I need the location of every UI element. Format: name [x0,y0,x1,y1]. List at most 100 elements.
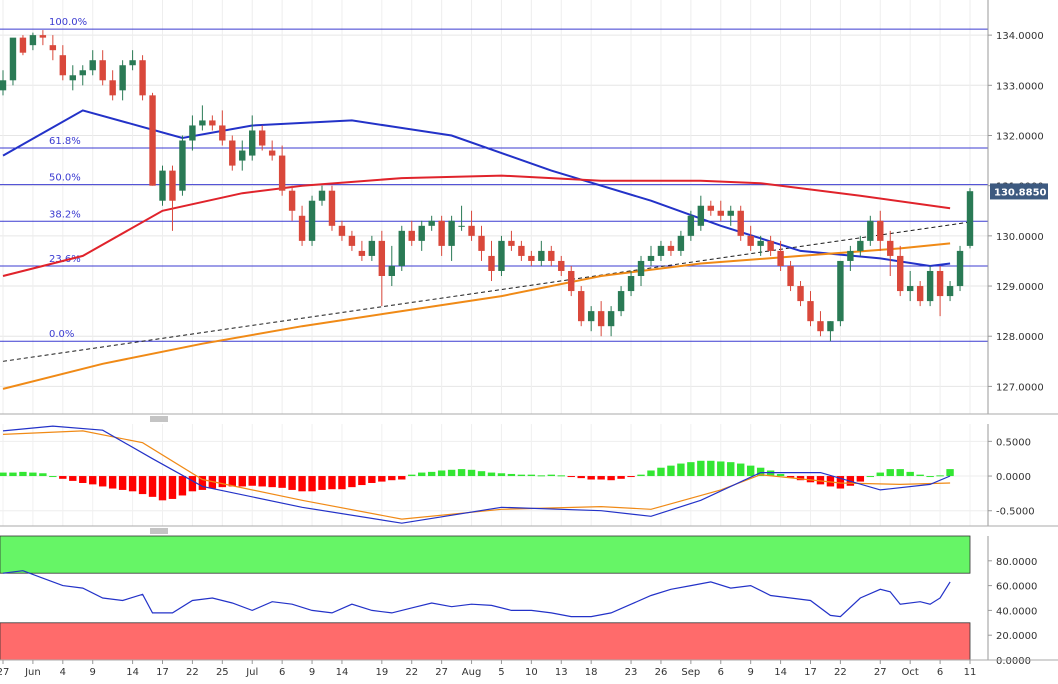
candle-body [298,215,306,241]
macd-histogram-bar [886,469,894,477]
macd-histogram-bar [268,476,276,488]
macd-histogram-bar [786,476,795,478]
candle-body [717,210,724,216]
macd-histogram-bar [487,472,496,477]
candle-body [697,205,705,226]
macd-histogram-bar [597,476,605,480]
candle-body [378,240,386,276]
price-y-tick-label: 129.0000 [996,282,1044,293]
candle-body [219,125,226,141]
x-tick-label: 27 [435,667,448,678]
candle-body [827,321,834,332]
candle-body [59,55,67,76]
macd-histogram-bar [727,462,735,477]
macd-y-tick-label: 0.0000 [996,472,1031,483]
candle-body [438,220,445,246]
macd-histogram-bar [567,476,575,478]
candle-body [239,150,246,161]
macd-histogram-bar [926,476,934,478]
macd-histogram-bar [178,476,187,496]
macd-histogram-bar [368,476,376,483]
macd-histogram-bar [79,476,87,483]
candle-body [637,260,645,276]
macd-histogram-bar [607,476,615,481]
macd-histogram-bar [437,470,446,477]
candle-body [478,235,485,251]
macd-histogram-bar [826,476,835,487]
x-tick-label: 10 [525,667,538,678]
x-tick-label: 22 [834,667,847,678]
candle-body [797,286,804,302]
x-tick-label: 22 [405,667,418,678]
candle-body [837,260,844,322]
candle-body [777,250,784,266]
candle-body [936,270,944,297]
candle-body [129,60,136,66]
candle-body [209,120,216,126]
candle-body [249,130,256,156]
candle-body [966,191,974,246]
macd-histogram-bar [577,476,585,479]
macd-histogram-bar [737,463,745,477]
candle-body [448,220,455,246]
macd-histogram-bar [507,473,516,477]
candle-body [388,265,396,276]
macd-histogram-bar [697,460,705,477]
x-tick-label: 13 [555,667,568,678]
macd-histogram-bar [118,476,127,490]
macd-histogram-bar [98,476,107,487]
candle-body [587,311,595,322]
candle-body [268,150,276,156]
rsi-line [2,570,951,618]
candle-body [358,250,366,256]
macd-histogram-bar [318,476,326,490]
candle-body [617,291,625,312]
macd-histogram-bar [687,462,695,477]
x-tick-label: 5 [498,667,504,678]
candle-body [518,245,525,256]
macd-histogram-bar [816,476,825,485]
candle-body [79,70,86,76]
macd-histogram-bar [836,476,845,489]
macd-histogram-bar [59,476,67,479]
candle-body [707,205,715,211]
macd-histogram-bar [89,476,97,485]
macd-histogram-bar [128,476,137,492]
candle-body [418,225,425,241]
rsi-y-tick-label: 20.0000 [996,631,1037,642]
candle-body [817,321,824,332]
macd-histogram-bar [806,476,815,483]
price-y-tick-label: 130.0000 [996,232,1044,243]
candle-body [308,200,316,241]
macd-histogram-bar [108,476,117,489]
fib-level-label: 0.0% [49,329,74,340]
macd-histogram-bar [348,476,356,488]
candle-body [906,286,914,292]
candle-body [956,250,964,287]
last-price-badge [990,183,1048,200]
x-axis: 27 Jun 4 9 14 17 22 25 Jul 6 9 14 19 22 27 Aug 5 10 13 18 23… [0,660,976,678]
price-y-tick-label: 127.0000 [996,382,1044,393]
candle-body [538,250,545,261]
macd-y-tick-label: -0.5000 [996,507,1035,518]
last-price-label: 130.8850 [994,187,1047,198]
candle-body [498,240,505,271]
candle-body [9,37,17,81]
macd-y-tick-label: 0.5000 [996,437,1031,448]
macd-histogram-bar [328,476,336,490]
candle-body [408,230,415,241]
fib-level-label: 100.0% [49,17,87,28]
candle-body [488,255,495,271]
macd-histogram-bar [138,476,147,495]
candle-body [767,240,774,251]
macd-line [2,425,951,524]
price-plot-area [0,0,988,414]
candle-body [528,255,535,261]
candle-body [877,220,884,241]
candle-body [727,210,734,216]
candle-body [328,190,336,226]
x-tick-label: 17 [156,667,169,678]
fib-level-label: 61.8% [49,136,81,147]
candle-body [577,291,585,322]
